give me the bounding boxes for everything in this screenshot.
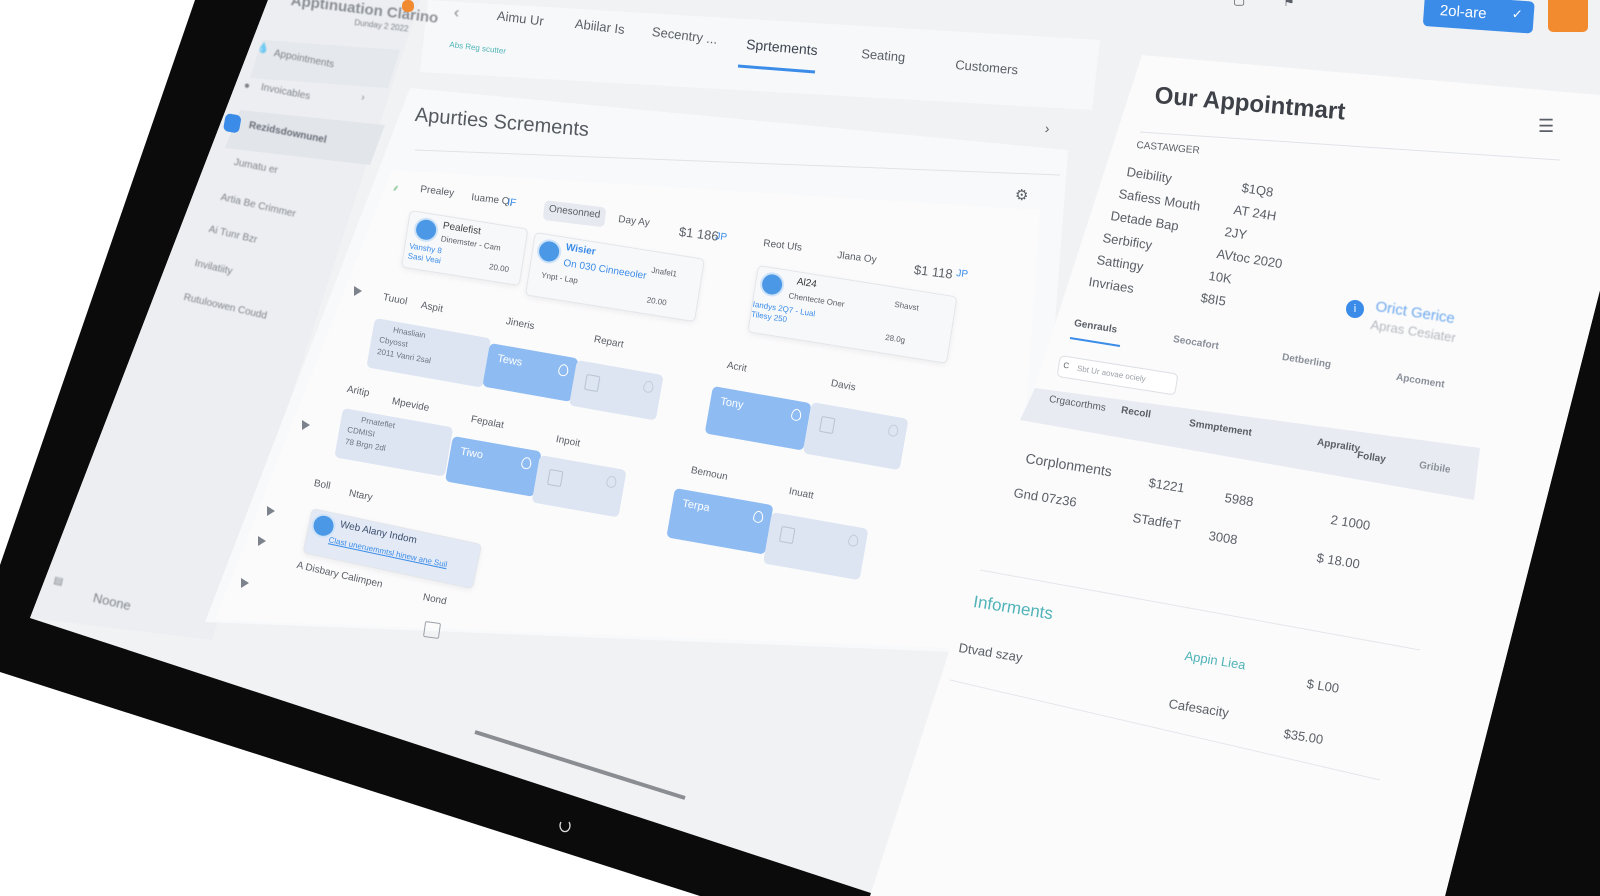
currency-label: JP — [955, 268, 969, 281]
search-placeholder: Sbt Ur aovae ociely — [1076, 363, 1147, 384]
active-tab-underline — [737, 64, 816, 74]
details-panel — [870, 55, 1600, 896]
menu-icon[interactable]: ☰ — [1538, 116, 1555, 136]
expand-icon[interactable] — [258, 536, 266, 546]
expand-icon[interactable] — [267, 506, 275, 516]
slot-label: Tony — [719, 395, 745, 412]
expand-icon[interactable] — [354, 286, 362, 296]
home-indicator[interactable] — [474, 730, 686, 800]
card-name: Al24 — [795, 276, 818, 291]
card-amount: 28.0g — [884, 332, 906, 345]
settings-icon[interactable]: ⚙ — [1015, 187, 1029, 204]
pin-icon — [790, 408, 803, 422]
currency-label: JP — [714, 231, 728, 244]
check-icon: ✓ — [1511, 6, 1524, 22]
divider — [414, 149, 1061, 176]
card-amount: 20.00 — [488, 262, 510, 275]
slot-text: 2011 Vanri 2sal — [376, 346, 432, 366]
card-sub: Dinemster - Cam — [440, 234, 502, 253]
sidebar-panel — [30, 0, 420, 640]
checkbox[interactable] — [422, 620, 442, 640]
notification-badge[interactable] — [402, 0, 414, 12]
pin-icon — [887, 423, 900, 438]
column-label: IF — [506, 197, 517, 210]
expand-icon[interactable] — [302, 420, 310, 430]
divider — [949, 679, 1381, 781]
avatar — [535, 237, 563, 266]
divider — [979, 569, 1421, 651]
pin-icon — [605, 475, 618, 489]
pin-icon — [557, 363, 570, 377]
pin-icon — [847, 533, 860, 548]
image-icon — [583, 373, 601, 393]
primary-button-label: 2ol-are — [1439, 2, 1488, 23]
slot-label: Terpa — [681, 497, 711, 515]
card-tag: Jnafel1 — [650, 265, 678, 279]
avatar — [758, 270, 786, 299]
divider — [1139, 131, 1561, 161]
drop-icon: 💧 — [255, 42, 271, 56]
pin-icon — [520, 456, 533, 470]
card-meta: Ynpt - Lap — [540, 270, 579, 286]
slot-label: Tews — [496, 352, 524, 369]
slot-label: Tiwo — [459, 445, 484, 462]
orange-action-button[interactable] — [1548, 0, 1588, 32]
info-icon: i — [1346, 300, 1364, 318]
home-button-icon[interactable] — [559, 821, 571, 833]
sidebar-active-band — [225, 110, 385, 165]
image-icon — [818, 415, 836, 435]
filter-pill-label: Onesonned — [548, 203, 601, 221]
slot-text: 78 Brgn 2dl — [344, 436, 387, 453]
card-amount: 20.00 — [646, 295, 668, 308]
card-name: Wisier — [565, 242, 597, 258]
search-icon: C — [1062, 360, 1070, 371]
avatar — [412, 216, 440, 244]
sidebar-hover-band — [250, 40, 400, 88]
pin-icon — [752, 510, 765, 524]
slot-text: CDMISI — [346, 425, 376, 439]
image-icon — [546, 468, 564, 488]
details-table-band — [1020, 388, 1480, 500]
chat-icon[interactable]: ▢ — [1233, 0, 1245, 8]
topnav-panel — [420, 0, 1100, 110]
card-tag: Shavst — [893, 299, 920, 313]
pin-icon — [642, 380, 655, 394]
details-tab-underline — [1069, 337, 1121, 347]
flag-icon[interactable]: ⚑ — [1283, 0, 1295, 9]
expand-icon[interactable] — [241, 578, 249, 588]
image-icon — [778, 525, 796, 545]
